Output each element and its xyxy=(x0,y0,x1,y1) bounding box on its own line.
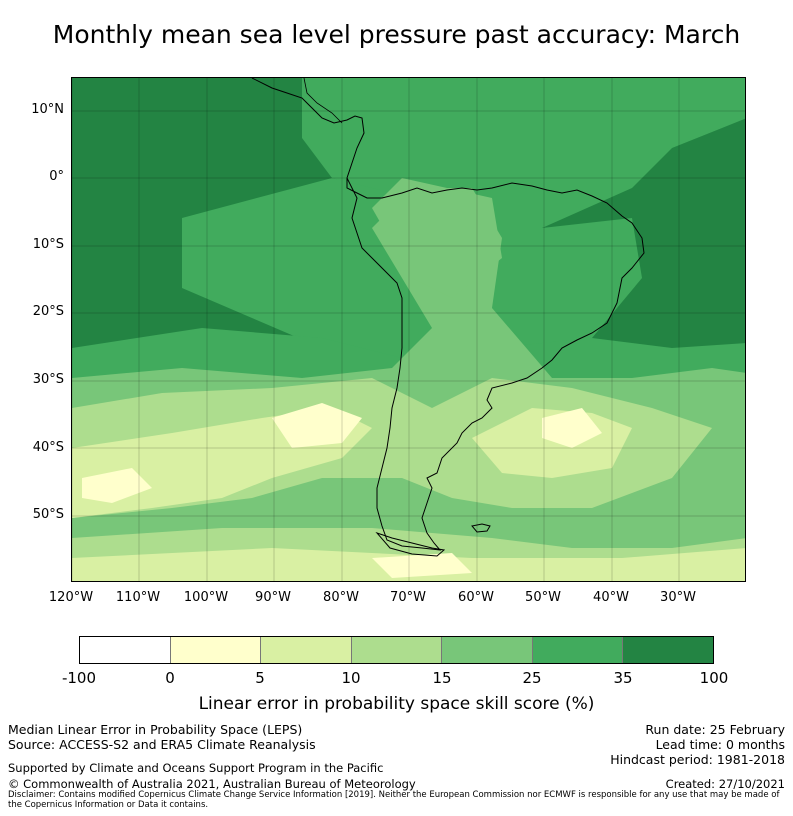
region-0-5-south xyxy=(372,553,472,578)
supported-label: Supported by Climate and Oceans Support … xyxy=(8,761,384,775)
colorbar-tick: 10 xyxy=(341,669,361,687)
lat-label-40s: 40°S xyxy=(32,440,64,455)
region-0-5-west xyxy=(82,468,152,503)
colorbar-segment xyxy=(351,637,443,663)
lead-time: Lead time: 0 months xyxy=(655,737,785,752)
lon-label-90w: 90°W xyxy=(255,590,291,605)
lat-label-10n: 10°N xyxy=(31,102,64,117)
lon-label-120w: 120°W xyxy=(48,590,94,605)
colorbar-tick: 0 xyxy=(165,669,175,687)
lon-label-60w: 60°W xyxy=(458,590,494,605)
colorbar-tick: 35 xyxy=(613,669,633,687)
region-0-5 xyxy=(272,403,362,448)
run-date: Run date: 25 February xyxy=(645,722,785,737)
caribbean-coast xyxy=(303,78,343,124)
colorbar-label: Linear error in probability space skill … xyxy=(198,694,595,714)
south-america-coastline xyxy=(251,78,645,551)
lat-label-0: 0° xyxy=(49,169,64,184)
colorbar-tick: 15 xyxy=(432,669,452,687)
lon-label-100w: 100°W xyxy=(183,590,229,605)
skill-map-svg xyxy=(72,78,745,581)
lon-label-30w: 30°W xyxy=(660,590,696,605)
lon-label-40w: 40°W xyxy=(593,590,629,605)
footer-left: Median Linear Error in Probability Space… xyxy=(8,722,316,752)
chart-title: Monthly mean sea level pressure past acc… xyxy=(52,20,741,49)
colorbar-segment xyxy=(261,637,352,663)
skill-map xyxy=(71,77,746,582)
region-0-5-atlantic xyxy=(542,408,602,448)
lon-label-110w: 110°W xyxy=(115,590,161,605)
colorbar-segment xyxy=(442,637,533,663)
colorbar-segment xyxy=(623,637,714,663)
created-date: Created: 27/10/2021 xyxy=(665,777,785,791)
copyright-label: © Commonwealth of Australia 2021, Austra… xyxy=(8,777,416,791)
colorbar-tick: 25 xyxy=(522,669,542,687)
hindcast-period: Hindcast period: 1981-2018 xyxy=(610,752,785,767)
colorbar-tick: -100 xyxy=(61,669,97,687)
colorbar xyxy=(79,636,714,664)
source-label: Source: ACCESS-S2 and ERA5 Climate Reana… xyxy=(8,737,316,752)
lat-label-30s: 30°S xyxy=(32,372,64,387)
lon-label-50w: 50°W xyxy=(525,590,561,605)
lon-label-80w: 80°W xyxy=(323,590,359,605)
colorbar-tick: 5 xyxy=(255,669,265,687)
gridlines xyxy=(72,78,745,581)
colorbar-segment xyxy=(80,637,171,663)
colorbar-tick: 100 xyxy=(699,669,729,687)
disclaimer: Disclaimer: Contains modified Copernicus… xyxy=(8,790,780,810)
region-15-25-interior xyxy=(372,178,502,298)
tierra-del-fuego xyxy=(375,531,446,557)
leps-label: Median Linear Error in Probability Space… xyxy=(8,722,303,737)
lon-label-70w: 70°W xyxy=(390,590,426,605)
falkland-islands xyxy=(471,523,491,533)
colorbar-segment xyxy=(532,637,624,663)
colorbar-segment xyxy=(170,637,262,663)
lat-label-20s: 20°S xyxy=(32,304,64,319)
lat-label-50s: 50°S xyxy=(32,507,64,522)
lat-label-10s: 10°S xyxy=(32,237,64,252)
footer-right: Run date: 25 February Lead time: 0 month… xyxy=(610,722,785,767)
